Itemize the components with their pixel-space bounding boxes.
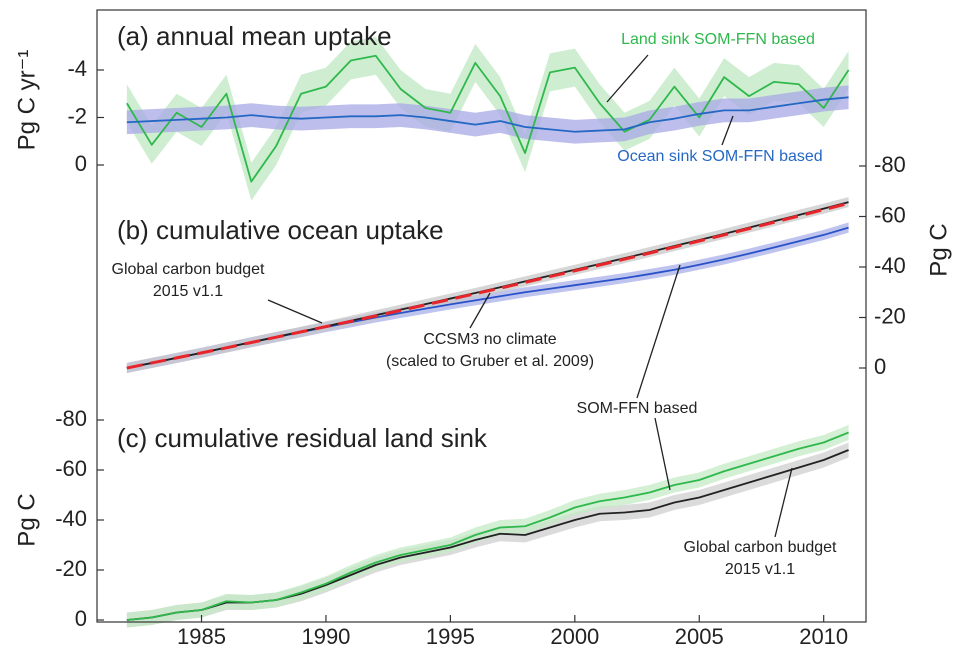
y-tick-label: -80 <box>55 406 87 431</box>
panel-title: (b) cumulative ocean uptake <box>117 215 444 245</box>
y-tick-label: -60 <box>874 202 906 227</box>
y-tick-label: -20 <box>55 556 87 581</box>
y-tick-label: -80 <box>874 152 906 177</box>
uncertainty-band <box>126 425 849 628</box>
y-axis-label: Pg C <box>925 223 952 276</box>
plot-frame <box>96 9 867 623</box>
leader-line <box>654 417 671 491</box>
leader-line <box>636 264 681 399</box>
uncertainty-band <box>126 36 849 201</box>
leader-lines <box>267 54 793 538</box>
annotation: Global carbon budget <box>112 261 266 278</box>
leader-line <box>267 299 323 324</box>
series-line <box>126 96 849 133</box>
leader-line <box>606 54 649 103</box>
panel-title: (a) annual mean uptake <box>117 21 392 51</box>
x-tick-label: 2000 <box>550 624 599 649</box>
series-line <box>126 201 849 370</box>
panel-title: (c) cumulative residual land sink <box>117 423 488 453</box>
annotation: CCSM3 no climate <box>423 331 556 348</box>
annotation: 2015 v1.1 <box>725 561 795 578</box>
y-tick-label: -2 <box>67 103 87 128</box>
x-tick-label: 1990 <box>301 624 350 649</box>
y-tick-label: -4 <box>67 56 87 81</box>
y-tick-label: -40 <box>874 253 906 278</box>
leader-line <box>469 292 491 329</box>
x-tick-label: 2010 <box>799 624 848 649</box>
series-line <box>126 431 849 621</box>
x-tick-label: 2005 <box>675 624 724 649</box>
leader-line <box>774 467 793 538</box>
y-tick-label: -40 <box>55 506 87 531</box>
y-tick-label: -20 <box>874 303 906 328</box>
y-tick-label: 0 <box>75 151 87 176</box>
annotation: Land sink SOM-FFN based <box>621 31 815 48</box>
annotation: Ocean sink SOM-FFN based <box>617 148 822 165</box>
x-tick-label: 1985 <box>177 624 226 649</box>
uncertainty-band <box>126 85 849 144</box>
y-axis-label: Pg C yr⁻¹ <box>13 50 40 151</box>
y-axis-label: Pg C <box>13 493 40 546</box>
y-tick-label: -60 <box>55 456 87 481</box>
leader-line <box>721 115 734 146</box>
annotation: Global carbon budget <box>684 539 838 556</box>
uncertainty-band <box>126 197 849 374</box>
y-tick-label: 0 <box>874 354 886 379</box>
x-tick-label: 1995 <box>426 624 475 649</box>
annotation: (scaled to Gruber et al. 2009) <box>386 353 594 370</box>
series-line <box>126 54 850 183</box>
annotation: SOM-FFN based <box>577 400 698 417</box>
y-tick-label: 0 <box>75 606 87 631</box>
annotation: 2015 v1.1 <box>153 283 223 300</box>
